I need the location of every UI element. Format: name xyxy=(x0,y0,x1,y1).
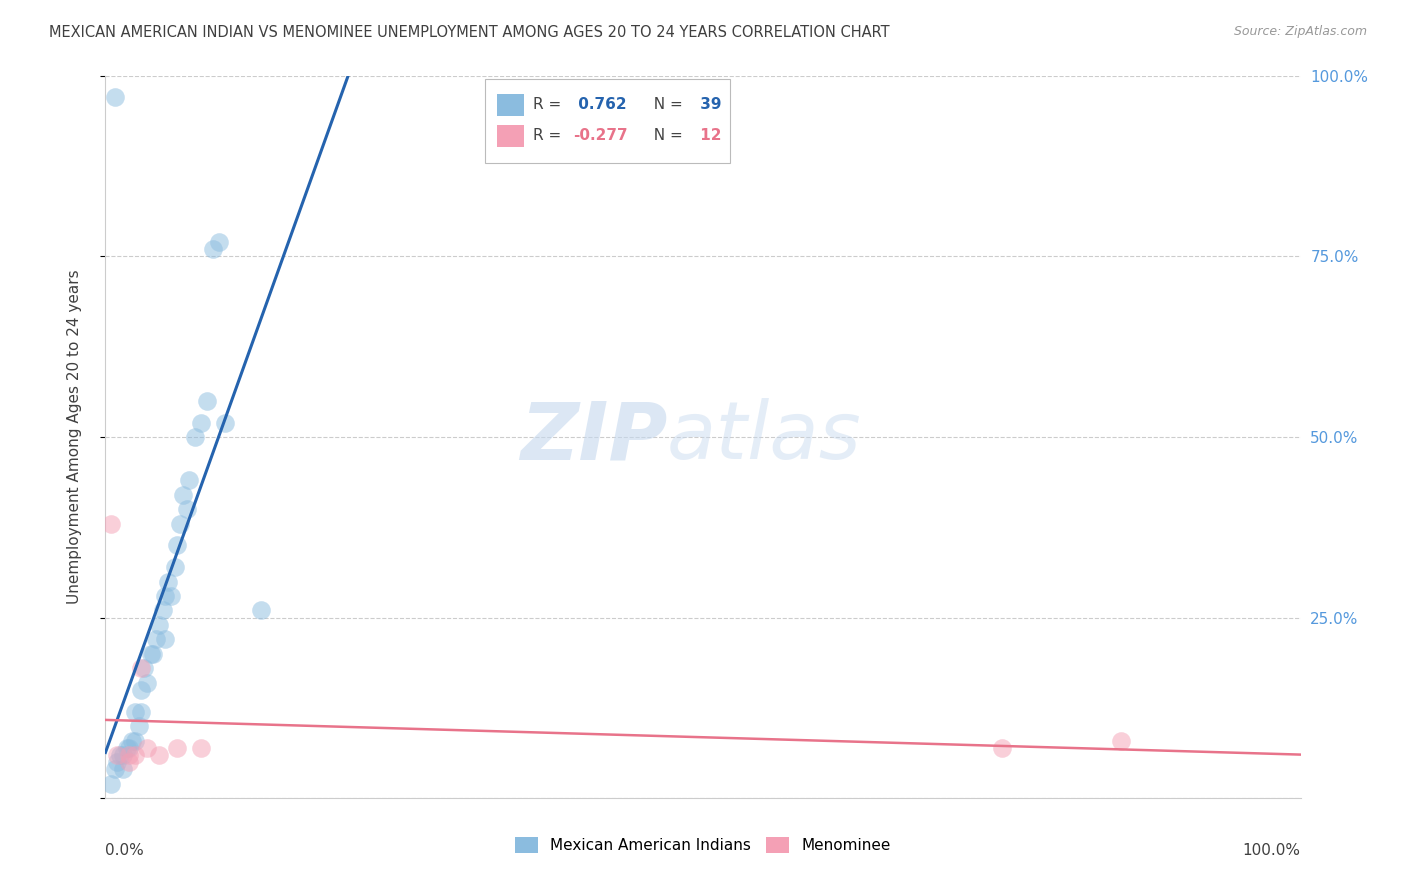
Point xyxy=(129,661,153,675)
Text: atlas: atlas xyxy=(666,398,862,476)
Point xyxy=(195,393,218,408)
Point xyxy=(136,740,159,755)
Point xyxy=(129,705,153,719)
Point xyxy=(136,675,159,690)
Point xyxy=(112,747,135,762)
Point xyxy=(148,618,170,632)
Point xyxy=(124,733,146,747)
Point xyxy=(128,719,150,733)
Point xyxy=(214,416,236,430)
Point xyxy=(104,90,127,104)
Point xyxy=(145,632,167,647)
Point xyxy=(118,755,141,769)
Legend: Mexican American Indians, Menominee: Mexican American Indians, Menominee xyxy=(509,831,897,859)
Point xyxy=(118,740,141,755)
Point xyxy=(142,647,165,661)
Point xyxy=(176,502,198,516)
Text: ZIP: ZIP xyxy=(520,398,666,476)
Point xyxy=(107,755,129,769)
Point xyxy=(118,747,141,762)
Text: 0.0%: 0.0% xyxy=(105,843,145,858)
Text: R =: R = xyxy=(533,97,567,112)
Text: MEXICAN AMERICAN INDIAN VS MENOMINEE UNEMPLOYMENT AMONG AGES 20 TO 24 YEARS CORR: MEXICAN AMERICAN INDIAN VS MENOMINEE UNE… xyxy=(49,25,890,40)
Text: R =: R = xyxy=(533,128,567,144)
Point xyxy=(169,516,191,531)
Point xyxy=(108,747,131,762)
Text: 12: 12 xyxy=(695,128,721,144)
Point xyxy=(152,603,174,617)
Point xyxy=(166,740,188,755)
Point xyxy=(104,763,127,777)
FancyBboxPatch shape xyxy=(498,94,524,116)
Point xyxy=(156,574,179,589)
Point xyxy=(250,603,273,617)
Point xyxy=(139,647,162,661)
Point xyxy=(190,740,212,755)
Point xyxy=(177,474,201,488)
Y-axis label: Unemployment Among Ages 20 to 24 years: Unemployment Among Ages 20 to 24 years xyxy=(67,269,82,605)
Point xyxy=(148,747,170,762)
Point xyxy=(107,747,129,762)
Point xyxy=(166,539,188,553)
Point xyxy=(121,733,143,747)
Text: -0.277: -0.277 xyxy=(572,128,627,144)
Point xyxy=(163,560,186,574)
Point xyxy=(100,777,122,791)
Point xyxy=(184,430,207,444)
Point xyxy=(124,705,146,719)
Point xyxy=(1111,733,1133,747)
Text: 0.762: 0.762 xyxy=(572,97,626,112)
Point xyxy=(100,516,122,531)
Point xyxy=(153,589,177,603)
Point xyxy=(160,589,183,603)
Point xyxy=(190,416,212,430)
Text: N =: N = xyxy=(644,97,688,112)
Point xyxy=(208,235,231,249)
Point xyxy=(153,632,177,647)
Point xyxy=(129,683,153,698)
Point xyxy=(115,740,138,755)
Point xyxy=(132,661,155,675)
Text: Source: ZipAtlas.com: Source: ZipAtlas.com xyxy=(1233,25,1367,38)
Text: 100.0%: 100.0% xyxy=(1243,843,1301,858)
Point xyxy=(202,242,225,256)
Point xyxy=(990,740,1012,755)
Text: N =: N = xyxy=(644,128,688,144)
Text: 39: 39 xyxy=(695,97,721,112)
Point xyxy=(172,488,194,502)
Point xyxy=(112,763,135,777)
Point xyxy=(124,747,146,762)
FancyBboxPatch shape xyxy=(485,79,731,162)
FancyBboxPatch shape xyxy=(498,125,524,146)
